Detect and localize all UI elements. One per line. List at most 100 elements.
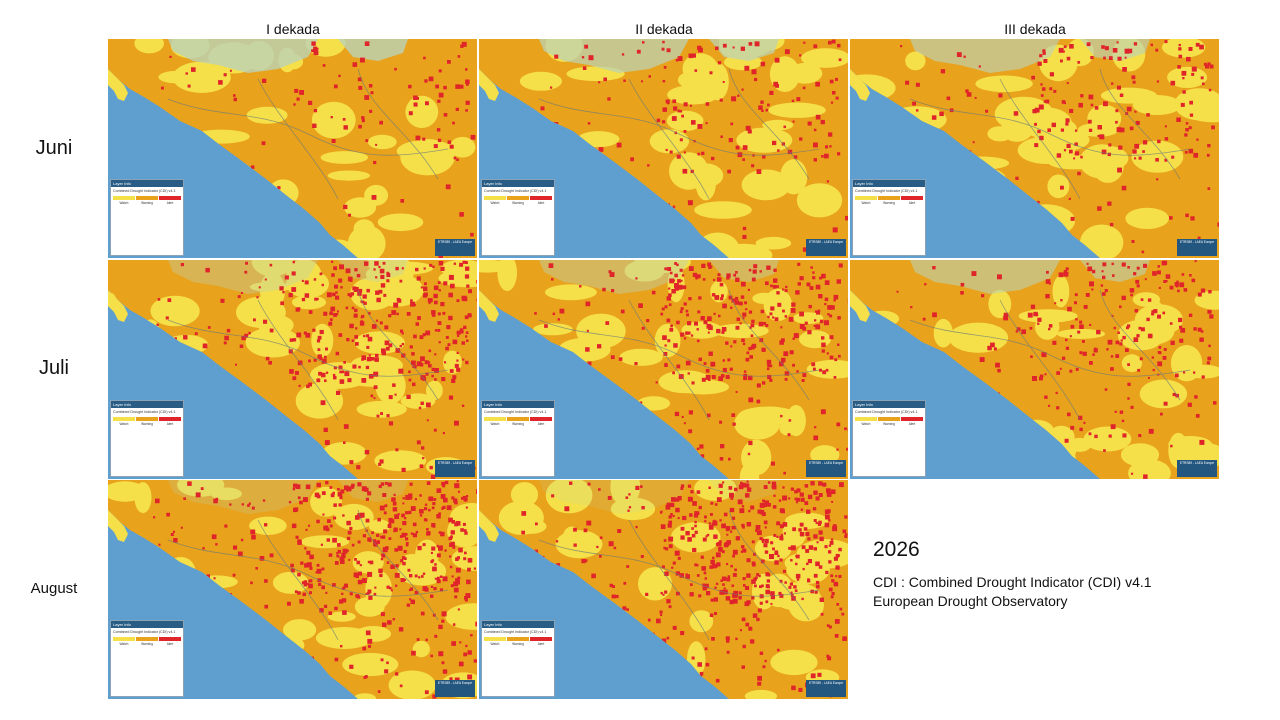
- alert-pixel: [380, 612, 385, 617]
- alert-pixel: [449, 677, 453, 681]
- alert-pixel: [770, 284, 773, 288]
- alert-pixel: [167, 298, 172, 302]
- alert-pixel: [448, 517, 453, 523]
- alert-pixel: [336, 390, 341, 395]
- alert-pixel: [1124, 48, 1130, 54]
- alert-pixel: [406, 312, 411, 316]
- alert-pixel: [237, 295, 241, 299]
- alert-pixel: [1060, 299, 1063, 302]
- alert-pixel: [434, 353, 437, 356]
- watch-patch: [295, 383, 344, 419]
- alert-pixel: [830, 538, 834, 541]
- alert-pixel: [229, 503, 232, 506]
- drought-map-august-8: Layer Info Combined Drought Indicator (CD…: [479, 480, 848, 699]
- alert-pixel: [1060, 59, 1063, 63]
- alert-pixel: [465, 331, 469, 334]
- alert-pixel: [797, 262, 801, 266]
- indicator-title: CDI : Combined Drought Indicator (CDI) v…: [873, 574, 1152, 590]
- attribution-line: ETRS89 - LAEA Europe: [437, 240, 473, 244]
- alert-pixel: [1069, 44, 1074, 49]
- alert-pixel: [390, 589, 393, 592]
- alert-pixel: [677, 109, 681, 113]
- alert-pixel: [382, 547, 388, 553]
- alert-pixel: [1033, 311, 1038, 317]
- drought-map-juli-4: Layer Info Combined Drought Indicator (CD…: [108, 260, 477, 479]
- alert-pixel: [1088, 94, 1094, 100]
- alert-pixel: [229, 69, 232, 72]
- alert-pixel: [434, 329, 438, 332]
- alert-pixel: [343, 204, 348, 210]
- alert-pixel: [1088, 128, 1093, 132]
- alert-pixel: [367, 336, 373, 342]
- alert-pixel: [731, 525, 736, 530]
- alert-pixel: [753, 264, 758, 269]
- alert-pixel: [719, 282, 724, 287]
- alert-pixel: [1194, 395, 1198, 399]
- alert-pixel: [1116, 127, 1122, 133]
- alert-pixel: [680, 484, 685, 488]
- alert-pixel: [677, 517, 680, 520]
- alert-pixel: [664, 571, 669, 576]
- alert-pixel: [746, 487, 752, 492]
- alert-pixel: [799, 276, 804, 281]
- alert-pixel: [368, 374, 374, 379]
- alert-pixel: [910, 306, 913, 309]
- alert-pixel: [596, 545, 599, 549]
- alert-pixel: [187, 481, 192, 486]
- alert-pixel: [720, 297, 724, 301]
- alert-pixel: [718, 483, 723, 488]
- alert-pixel: [343, 125, 348, 130]
- alert-pixel: [373, 592, 377, 596]
- alert-pixel: [704, 515, 707, 519]
- alert-pixel: [467, 313, 472, 318]
- alert-pixel: [1135, 279, 1140, 284]
- alert-pixel: [401, 343, 404, 346]
- alert-pixel: [826, 624, 830, 627]
- alert-pixel: [783, 351, 789, 357]
- alert-pixel: [319, 357, 323, 360]
- alert-pixel: [669, 150, 673, 154]
- alert-pixel: [388, 517, 393, 523]
- alert-pixel: [430, 594, 434, 598]
- alert-pixel: [675, 591, 680, 596]
- alert-pixel: [829, 355, 834, 360]
- alert-pixel: [1065, 338, 1068, 342]
- alert-pixel: [453, 498, 456, 501]
- alert-pixel: [548, 263, 554, 268]
- alert-pixel: [233, 545, 238, 550]
- alert-pixel: [783, 125, 786, 129]
- alert-pixel: [739, 629, 742, 632]
- legend-box: Layer Info Combined Drought Indicator (CD…: [110, 400, 184, 477]
- alert-pixel: [1133, 272, 1137, 276]
- alert-pixel: [441, 611, 447, 617]
- alert-pixel: [185, 72, 188, 75]
- legend-swatch: [113, 636, 135, 641]
- watch-patch: [610, 497, 656, 521]
- alert-pixel: [437, 312, 441, 316]
- alert-pixel: [701, 263, 706, 268]
- alert-pixel: [316, 494, 321, 499]
- alert-pixel: [432, 524, 436, 528]
- alert-pixel: [335, 295, 340, 300]
- alert-pixel: [1208, 290, 1212, 294]
- alert-pixel: [1043, 100, 1047, 103]
- alert-pixel: [371, 531, 374, 535]
- alert-pixel: [378, 265, 381, 269]
- alert-pixel: [599, 536, 603, 540]
- alert-pixel: [1191, 72, 1195, 76]
- alert-pixel: [1188, 313, 1193, 317]
- alert-pixel: [813, 547, 817, 551]
- alert-pixel: [411, 360, 416, 366]
- watch-patch: [354, 596, 385, 617]
- alert-pixel: [1180, 327, 1186, 333]
- alert-pixel: [699, 444, 704, 449]
- alert-pixel: [805, 532, 810, 537]
- alert-pixel: [465, 360, 469, 365]
- alert-pixel: [801, 379, 805, 382]
- alert-pixel: [1021, 329, 1026, 335]
- alert-pixel: [790, 487, 794, 491]
- alert-pixel: [353, 572, 359, 578]
- alert-pixel: [745, 586, 749, 590]
- alert-pixel: [451, 520, 456, 524]
- alert-pixel: [1217, 222, 1219, 227]
